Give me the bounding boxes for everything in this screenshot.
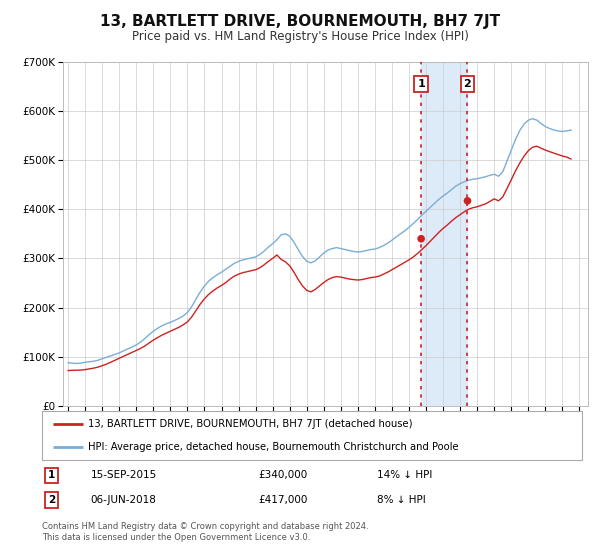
Text: £340,000: £340,000 [258, 470, 307, 480]
Text: 14% ↓ HPI: 14% ↓ HPI [377, 470, 432, 480]
Text: 15-SEP-2015: 15-SEP-2015 [91, 470, 157, 480]
Text: 2: 2 [48, 495, 55, 505]
Point [416, 234, 426, 243]
Text: This data is licensed under the Open Government Licence v3.0.: This data is licensed under the Open Gov… [42, 533, 310, 542]
Text: 13, BARTLETT DRIVE, BOURNEMOUTH, BH7 7JT (detached house): 13, BARTLETT DRIVE, BOURNEMOUTH, BH7 7JT… [88, 419, 412, 430]
Bar [421, 62, 467, 406]
Text: 2: 2 [464, 79, 472, 89]
Text: HPI: Average price, detached house, Bournemouth Christchurch and Poole: HPI: Average price, detached house, Bour… [88, 442, 458, 452]
Point [463, 197, 472, 206]
Text: Contains HM Land Registry data © Crown copyright and database right 2024.: Contains HM Land Registry data © Crown c… [42, 522, 368, 531]
Text: 06-JUN-2018: 06-JUN-2018 [91, 495, 157, 505]
Text: 8% ↓ HPI: 8% ↓ HPI [377, 495, 425, 505]
Text: Price paid vs. HM Land Registry's House Price Index (HPI): Price paid vs. HM Land Registry's House … [131, 30, 469, 43]
Text: 13, BARTLETT DRIVE, BOURNEMOUTH, BH7 7JT: 13, BARTLETT DRIVE, BOURNEMOUTH, BH7 7JT [100, 14, 500, 29]
Text: 1: 1 [417, 79, 425, 89]
Text: £417,000: £417,000 [258, 495, 307, 505]
Text: 1: 1 [48, 470, 55, 480]
